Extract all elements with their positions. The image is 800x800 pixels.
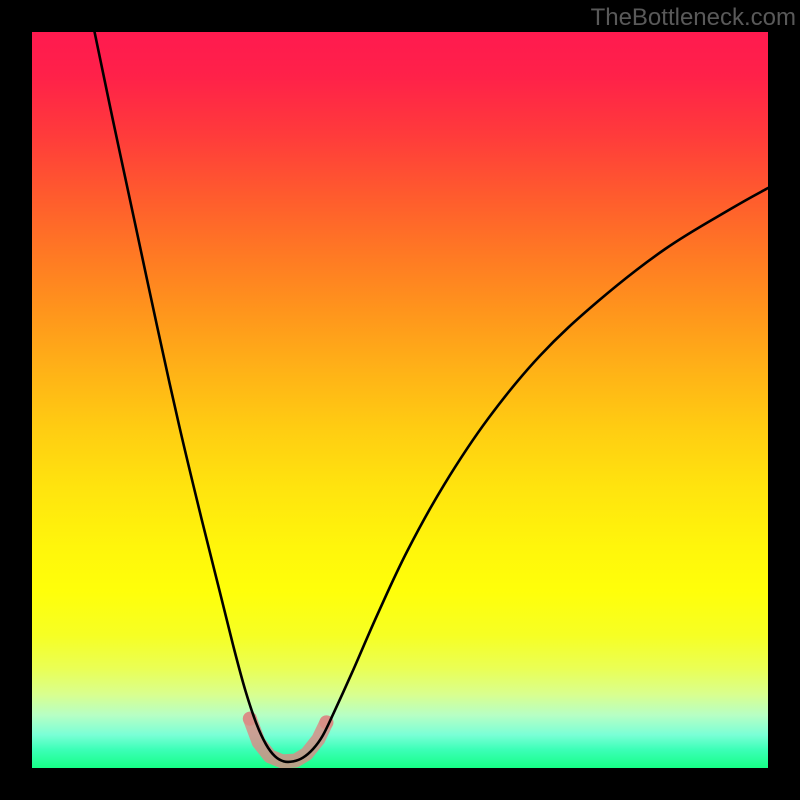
watermark-text: TheBottleneck.com bbox=[560, 4, 796, 32]
plot-svg bbox=[32, 32, 768, 768]
gradient-background bbox=[32, 32, 768, 768]
plot-area bbox=[32, 32, 768, 768]
